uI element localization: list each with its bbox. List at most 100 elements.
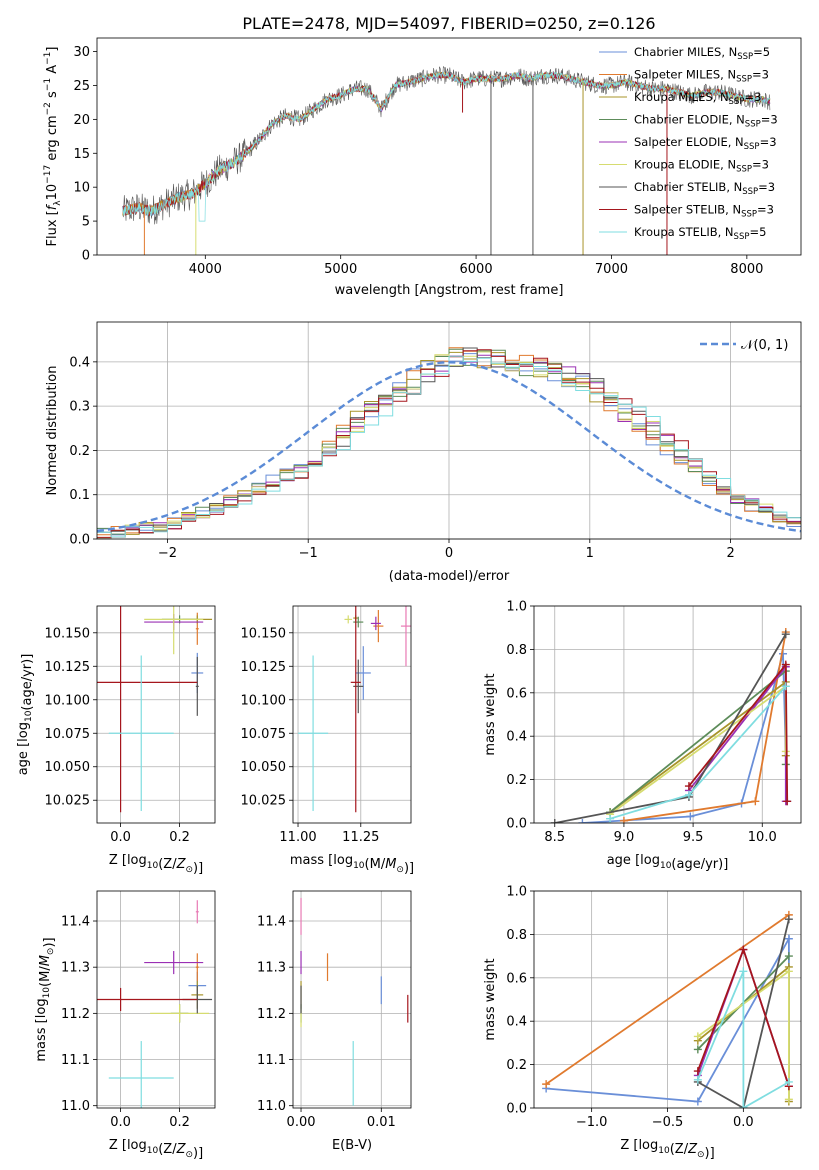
legend-entry: Chabrier MILES, NSSP=5: [634, 45, 770, 62]
mass-vs-ebv-xtick-label: 0.00: [287, 1115, 316, 1130]
age-vs-Z-ytick-label: 10.050: [45, 760, 91, 775]
massweight-vs-age-xtick-label: 9.5: [683, 830, 704, 845]
legend-subscript: SSP: [734, 232, 750, 242]
age-vs-mass-ytick-label: 10.100: [241, 693, 287, 708]
legend-suffix: =5: [753, 45, 770, 59]
legend-suffix: =3: [757, 203, 774, 217]
age-vs-mass-panel: 11.00 11.25 10.025 10.050 10.075 10.100 10.125…: [241, 605, 414, 876]
spectrum-ytick-label: 15: [73, 147, 90, 162]
residuals-ytick-label: 0.3: [69, 400, 90, 415]
massweight-vs-Z-ytick-label: 0.2: [506, 1058, 527, 1073]
massweight-vs-age-panel: 8.5 9.0 9.5 10.0 0.0 0.2 0.4 0.6 0.8 1.0 age [log1…: [483, 600, 802, 872]
mass-vs-ebv-points: [300, 897, 409, 1106]
age-vs-mass-frame: [292, 605, 412, 824]
spectrum-ytick-label: 0: [82, 249, 90, 264]
residuals-xtick-label: −2: [158, 546, 177, 561]
massweight-vs-age-ytick-label: 0.6: [506, 686, 527, 701]
mass-vs-Z-ytick-label: 11.3: [61, 961, 90, 976]
mass-vs-Z-xtick-label: 0.0: [110, 1115, 131, 1130]
age-vs-Z-panel: 0.0 0.2 10.025 10.050 10.075 10.100 10.125 10.1…: [16, 605, 216, 876]
massweight-marker: [784, 934, 793, 943]
residual-hist-kroupa-stelib: [97, 355, 801, 538]
residuals-ytick-label: 0.0: [69, 533, 90, 548]
mass-vs-Z-ytick-label: 11.2: [61, 1007, 90, 1022]
spectrum-ytick-label: 5: [82, 215, 90, 230]
residuals-hists: [97, 347, 801, 539]
massweight-marker: [781, 630, 790, 639]
mass-vs-ebv-xtick-label: 0.01: [367, 1115, 396, 1130]
massweight-marker: [784, 1095, 793, 1104]
massweight-marker: [784, 915, 793, 924]
spectrum-xtick-label: 4000: [189, 262, 222, 277]
mass-vs-ebv-ytick-label: 11.0: [257, 1099, 286, 1114]
legend-subscript: SSP: [729, 97, 745, 107]
massweight-vs-Z-ytick-label: 0.4: [506, 1015, 527, 1030]
massweight-vs-Z-series: [542, 910, 793, 1108]
legend-subscript: SSP: [736, 165, 752, 175]
spectrum-series-kroupa-stelib: [122, 71, 771, 222]
massweight-marker: [550, 819, 559, 823]
massweight-vs-Z-ytick-label: 1.0: [506, 885, 527, 900]
residual-hist-chabrier-elodie: [97, 348, 801, 535]
massweight-marker: [619, 816, 628, 823]
legend-suffix: =3: [760, 135, 777, 149]
legend-subscript: SSP: [742, 187, 758, 197]
mass-vs-Z-ytick-label: 11.0: [61, 1099, 90, 1114]
mass-vs-Z-xtick-label: 0.2: [169, 1115, 190, 1130]
massweight-vs-age-frame: [533, 605, 802, 824]
spectrum-xtick-label: 6000: [460, 262, 493, 277]
legend-entry: Chabrier STELIB, NSSP=3: [634, 180, 775, 197]
massweight-marker: [542, 1080, 551, 1089]
massweight-marker: [693, 1097, 702, 1106]
residuals-panel: −2 −1 0 1 2 0.0 0.1 0.2 0.3 0.4 (data-model)/error…: [45, 321, 802, 584]
massweight-marker: [684, 790, 693, 799]
massweight-marker: [686, 812, 695, 821]
legend-label: Kroupa ELODIE, N: [634, 158, 736, 172]
age-vs-Z-xtick-label: 0.0: [110, 830, 131, 845]
legend-subscript: SSP: [736, 75, 752, 85]
legend-suffix: =3: [758, 180, 775, 194]
massweight-vs-age-ytick-label: 0.2: [506, 773, 527, 788]
massweight-marker: [578, 819, 587, 823]
legend-subscript: SSP: [741, 210, 757, 220]
residuals-xlabel: (data-model)/error: [389, 569, 510, 584]
normal-legend-label: 𝒩(0, 1): [741, 338, 788, 353]
legend-label: Salpeter MILES, N: [634, 68, 736, 82]
legend-label: Chabrier STELIB, N: [634, 180, 742, 194]
residuals-frame: [96, 321, 802, 540]
legend-suffix: =3: [752, 158, 769, 172]
mass-vs-ebv-ytick-label: 11.2: [257, 1007, 286, 1022]
residuals-ytick-label: 0.1: [69, 488, 90, 503]
legend-suffix: =3: [752, 68, 769, 82]
spectrum-ytick-label: 25: [73, 79, 90, 94]
residuals-xtick-label: −1: [299, 546, 318, 561]
age-vs-Z-ytick-label: 10.025: [45, 794, 91, 809]
spectrum-ytick-label: 10: [73, 181, 90, 196]
age-vs-Z-ylabel: age [log10(age/yr)]: [16, 654, 35, 776]
normal-curve: [97, 361, 801, 533]
spectrum-lines: [122, 66, 771, 255]
mass-vs-Z-ytick-label: 11.1: [61, 1053, 90, 1068]
legend-entry: Kroupa STELIB, NSSP=5: [634, 225, 766, 242]
legend-label: Chabrier ELODIE, N: [634, 113, 745, 127]
age-vs-mass-ytick-label: 10.075: [241, 727, 287, 742]
legend-entry: Chabrier ELODIE, NSSP=3: [634, 113, 778, 130]
massweight-vs-age-xtick-label: 8.5: [544, 830, 565, 845]
massweight-marker: [606, 814, 615, 823]
residuals-xtick-label: 0: [445, 546, 453, 561]
mass-vs-ebv-panel: 0.00 0.01 11.0 11.1 11.2 11.3 11.4 E(B-V): [257, 890, 412, 1153]
spectrum-xtick-label: 8000: [730, 262, 763, 277]
massweight-marker: [784, 967, 793, 976]
legend-entry: Salpeter ELODIE, NSSP=3: [634, 135, 777, 152]
massweight-vs-age-ytick-label: 1.0: [506, 600, 527, 615]
massweight-marker: [693, 1075, 702, 1084]
spectrum-xlabel: wavelength [Angstrom, rest frame]: [335, 283, 564, 298]
massweight-marker: [693, 1032, 702, 1041]
massweight-marker: [781, 660, 790, 669]
residuals-ytick-label: 0.2: [69, 444, 90, 459]
massweight-vs-Z-ylabel: mass weight: [483, 958, 498, 1040]
legend-entry: Kroupa MILES, NSSP=3: [634, 90, 761, 107]
spectrum-ytick-label: 20: [73, 113, 90, 128]
